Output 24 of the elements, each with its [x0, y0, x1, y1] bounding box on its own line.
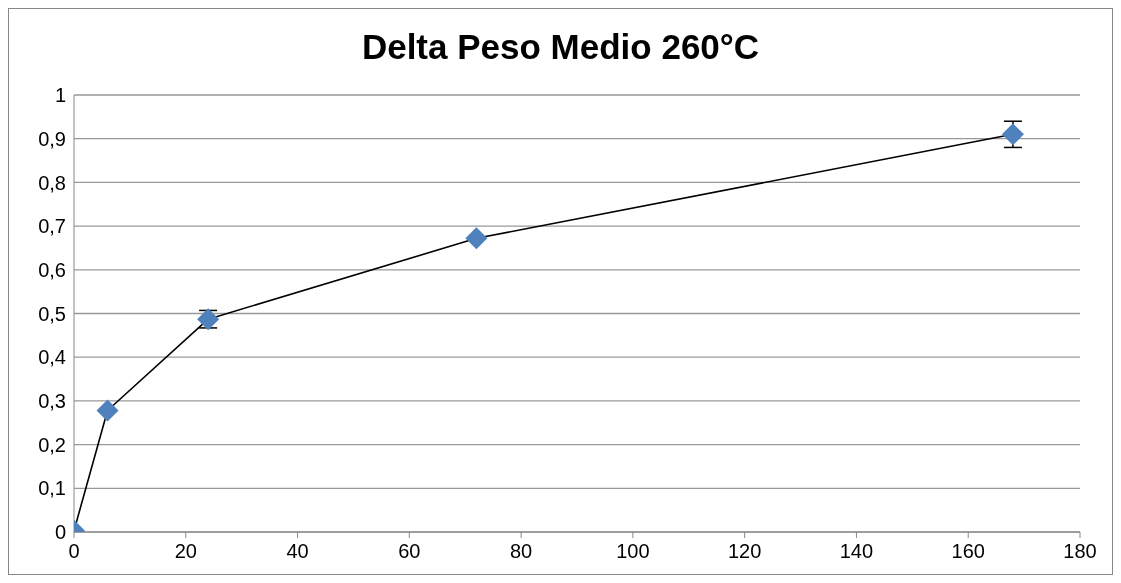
y-tick-label: 0,6: [38, 258, 66, 281]
y-tick-label: 0,8: [38, 171, 66, 194]
x-tick-label: 40: [286, 540, 309, 563]
x-tick-label: 60: [398, 540, 421, 563]
x-tick-label: 180: [1063, 540, 1097, 563]
x-tick-label: 140: [839, 540, 874, 563]
y-tick-label: 0,7: [38, 215, 66, 238]
y-tick-label: 0,1: [38, 477, 66, 500]
y-tick-label: 0,3: [38, 390, 66, 412]
x-tick-label: 80: [509, 540, 533, 563]
x-tick-label: 0: [68, 540, 80, 563]
point: [96, 399, 119, 422]
chart-title: Delta Peso Medio 260°C: [360, 26, 761, 68]
y-tick-label: 0,2: [38, 433, 66, 456]
point: [465, 227, 488, 250]
y-tick-label: 0,9: [38, 127, 66, 150]
y-tick-label: 0: [54, 521, 66, 544]
y-tick-label: 0,4: [38, 346, 66, 369]
x-tick-label: 100: [616, 540, 650, 563]
x-tick-label: 160: [951, 540, 985, 563]
x-tick-label: 20: [174, 540, 197, 563]
y-tick-label: 1: [54, 84, 66, 107]
y-tick-label: 0,5: [38, 302, 66, 325]
x-tick-label: 120: [727, 540, 762, 563]
